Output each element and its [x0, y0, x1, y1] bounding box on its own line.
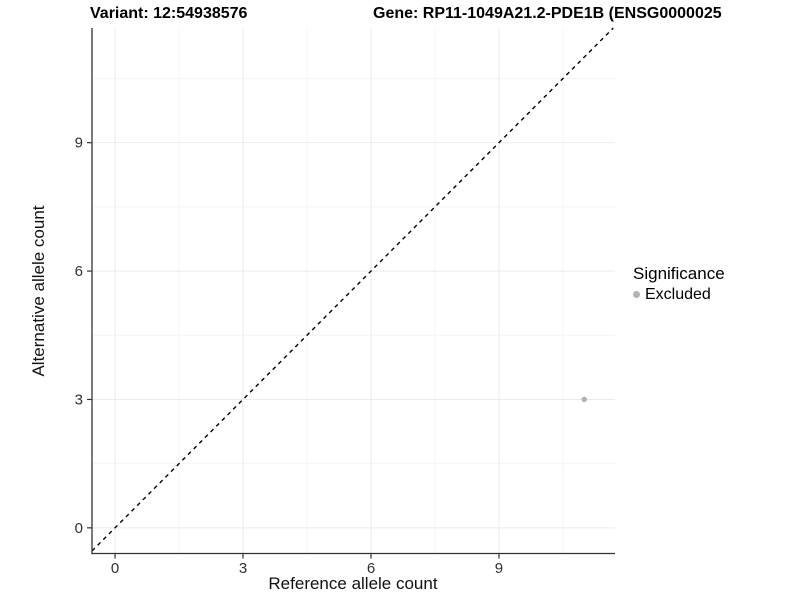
y-tick-label: 6: [75, 263, 83, 280]
variant-title: Variant: 12:54938576: [90, 5, 248, 22]
gene-title: Gene: RP11-1049A21.2-PDE1B (ENSG0000025: [373, 5, 722, 22]
x-tick-label: 0: [111, 560, 119, 577]
legend: Significance Excluded: [633, 263, 725, 305]
identity-reference-line: [91, 27, 614, 552]
y-tick-label: 0: [75, 520, 83, 537]
y-tick-label: 3: [75, 391, 83, 408]
legend-title: Significance: [633, 264, 725, 283]
data-point: [581, 396, 588, 403]
x-axis-title: Reference allele count: [268, 574, 438, 593]
x-tick-label: 3: [239, 560, 247, 577]
legend-point-icon: [633, 291, 640, 298]
legend-item-excluded: Excluded: [633, 284, 725, 305]
legend-item-label: Excluded: [645, 285, 711, 303]
x-tick-label: 9: [495, 560, 503, 577]
y-tick-label: 9: [75, 135, 83, 152]
x-tick-label: 6: [367, 560, 375, 577]
y-axis-title: Alternative allele count: [29, 205, 48, 377]
